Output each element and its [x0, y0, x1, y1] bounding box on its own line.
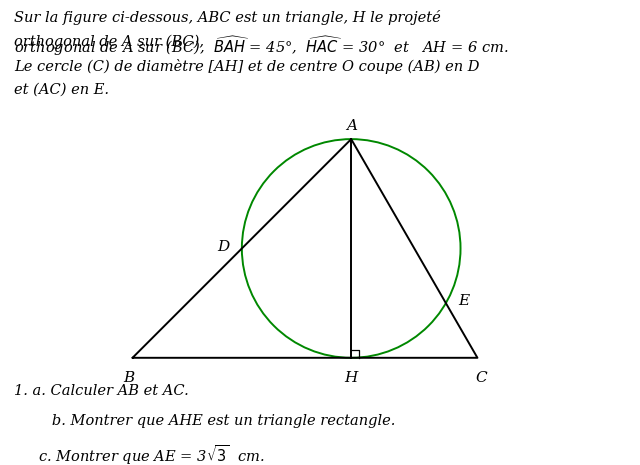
Text: H: H: [344, 371, 358, 385]
Text: A: A: [346, 119, 356, 133]
Text: orthogonal de A sur (BC),: orthogonal de A sur (BC),: [14, 34, 204, 49]
Text: Sur la figure ci-dessous, ABC est un triangle, H le projeté: Sur la figure ci-dessous, ABC est un tri…: [14, 10, 441, 25]
Text: E: E: [459, 294, 470, 308]
Text: C: C: [476, 371, 487, 385]
Text: orthogonal de A sur (BC),  $\widehat{BAH}$ = 45°,  $\widehat{HAC}$ = 30°  et   A: orthogonal de A sur (BC), $\widehat{BAH}…: [14, 34, 509, 59]
Text: b. Montrer que AHE est un triangle rectangle.: b. Montrer que AHE est un triangle recta…: [38, 414, 396, 428]
Text: Le cercle (C) de diamètre [AH] et de centre O coupe (AB) en D: Le cercle (C) de diamètre [AH] et de cen…: [14, 59, 479, 73]
Text: c. Montrer que AE = 3$\sqrt{3}$  cm.: c. Montrer que AE = 3$\sqrt{3}$ cm.: [38, 443, 265, 465]
Text: D: D: [217, 239, 229, 253]
Text: B: B: [124, 371, 134, 385]
Text: 1. a. Calculer AB et AC.: 1. a. Calculer AB et AC.: [14, 384, 189, 398]
Text: et (AC) en E.: et (AC) en E.: [14, 83, 109, 97]
